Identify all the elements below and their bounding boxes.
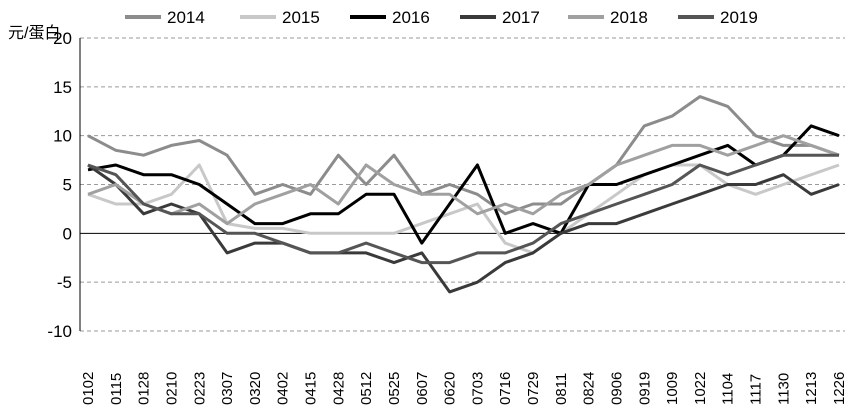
x-tick-label: 0620 [442,372,459,405]
y-axis-unit-label: 元/蛋白 [8,24,60,42]
x-tick-label: 0102 [80,372,97,405]
x-tick-label: 0824 [581,372,598,405]
x-tick-label: 0906 [608,372,625,405]
x-tick-label: 0729 [525,372,542,405]
x-tick-label: 0307 [219,372,236,405]
series-line-2018 [87,134,840,226]
x-tick-label: 1009 [664,372,681,405]
y-axis-ticks: -10 -5 0 5 10 15 20 [47,29,72,341]
y-tick-label: 5 [63,176,72,195]
series-line-2019 [87,153,839,265]
legend-label-2015: 2015 [282,8,320,27]
x-tick-label: 0320 [247,372,264,405]
x-tick-label: 1213 [803,372,820,405]
y-tick-label: 15 [53,78,72,97]
y-tick-label: -5 [57,273,72,292]
x-tick-label: 0811 [553,373,570,405]
legend-label-2018: 2018 [610,8,648,27]
y-tick-label: -10 [47,322,72,341]
x-tick-label: 0525 [386,372,403,405]
x-tick-label: 0428 [330,372,347,405]
legend: 2014 2015 2016 2017 2018 2019 [125,8,758,27]
y-tick-label: 20 [53,29,72,48]
x-tick-label: 0512 [358,372,375,405]
x-tick-label: 0115 [108,373,125,405]
x-tick-label: 0607 [414,372,431,405]
x-tick-label: 1104 [720,373,737,405]
legend-label-2017: 2017 [502,8,540,27]
x-tick-label: 0210 [163,372,180,405]
x-tick-label: 1130 [775,373,792,405]
series-lines [87,95,840,294]
x-tick-label: 1022 [692,372,709,405]
x-tick-label: 0919 [636,372,653,405]
y-tick-label: 0 [63,224,72,243]
x-tick-label: 0716 [497,372,514,405]
x-axis-ticks: 0102 0115 0128 0210 0223 0307 0320 0402 0415 0428… [80,372,848,405]
x-tick-label: 0402 [275,372,292,405]
x-tick-label: 1117 [748,374,765,405]
x-tick-label: 0703 [469,372,486,405]
x-tick-label: 0415 [303,372,320,405]
legend-label-2014: 2014 [167,8,205,27]
series-line-2017 [87,163,840,294]
legend-label-2019: 2019 [720,8,758,27]
legend-label-2016: 2016 [392,8,430,27]
series-line-2014 [87,95,840,216]
x-tick-label: 0223 [191,372,208,405]
x-tick-label: 1226 [831,372,848,405]
series-line-2015 [87,163,840,255]
x-tick-label: 0128 [136,372,153,405]
y-tick-label: 10 [53,127,72,146]
